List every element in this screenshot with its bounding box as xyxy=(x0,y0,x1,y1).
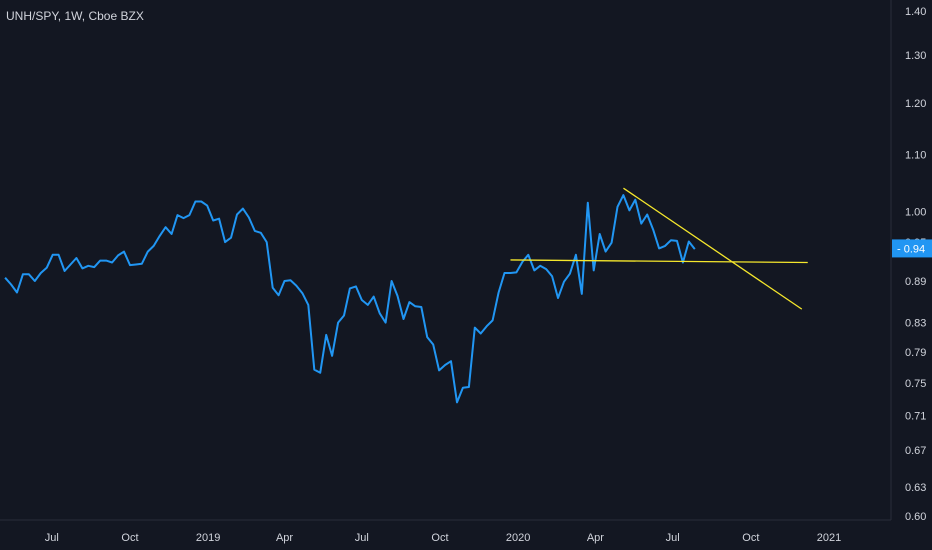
price-tick-label: 0.79 xyxy=(905,347,926,359)
price-tick-label: 1.10 xyxy=(905,150,926,162)
time-tick-label: 2020 xyxy=(506,532,530,544)
last-price-tag: - 0.94 xyxy=(897,243,925,255)
time-tick-label: Jul xyxy=(355,532,369,544)
trendline-layer[interactable] xyxy=(510,187,808,310)
time-tick-label: Jul xyxy=(45,532,59,544)
price-tick-label: 1.20 xyxy=(905,98,926,110)
series-line-0[interactable] xyxy=(4,194,696,404)
price-tick-label: 0.89 xyxy=(905,276,926,288)
time-tick-label: Apr xyxy=(276,532,293,544)
price-tick-label: 0.71 xyxy=(905,411,926,423)
price-tick-label: 0.63 xyxy=(905,482,926,494)
time-axis[interactable]: Jul Oct 2019 Apr Jul Oct 2020 Apr Jul Oct 2021 xyxy=(45,532,841,544)
time-tick-label: Oct xyxy=(431,532,448,544)
time-tick-label: Jul xyxy=(666,532,680,544)
trendline-0[interactable] xyxy=(510,259,808,264)
trendline-1[interactable] xyxy=(623,187,803,310)
price-tick-label: 1.30 xyxy=(905,50,926,62)
time-tick-label: Oct xyxy=(742,532,759,544)
price-tick-label: 1.00 xyxy=(905,207,926,219)
time-tick-label: Oct xyxy=(121,532,138,544)
time-tick-label: Apr xyxy=(587,532,604,544)
price-tick-label: 0.67 xyxy=(905,445,926,457)
price-tick-label: 0.83 xyxy=(905,318,926,330)
price-tick-label: 0.60 xyxy=(905,511,926,523)
price-tick-label: 0.75 xyxy=(905,378,926,390)
time-tick-label: 2021 xyxy=(817,532,841,544)
price-tick-label: 1.40 xyxy=(905,6,926,18)
time-tick-label: 2019 xyxy=(196,532,220,544)
symbol-title[interactable]: UNH/SPY, 1W, Cboe BZX xyxy=(6,9,144,23)
last-price-tag-bg xyxy=(892,239,932,258)
series-layer xyxy=(4,194,696,404)
last-price-tag-layer: - 0.94 xyxy=(892,239,932,258)
